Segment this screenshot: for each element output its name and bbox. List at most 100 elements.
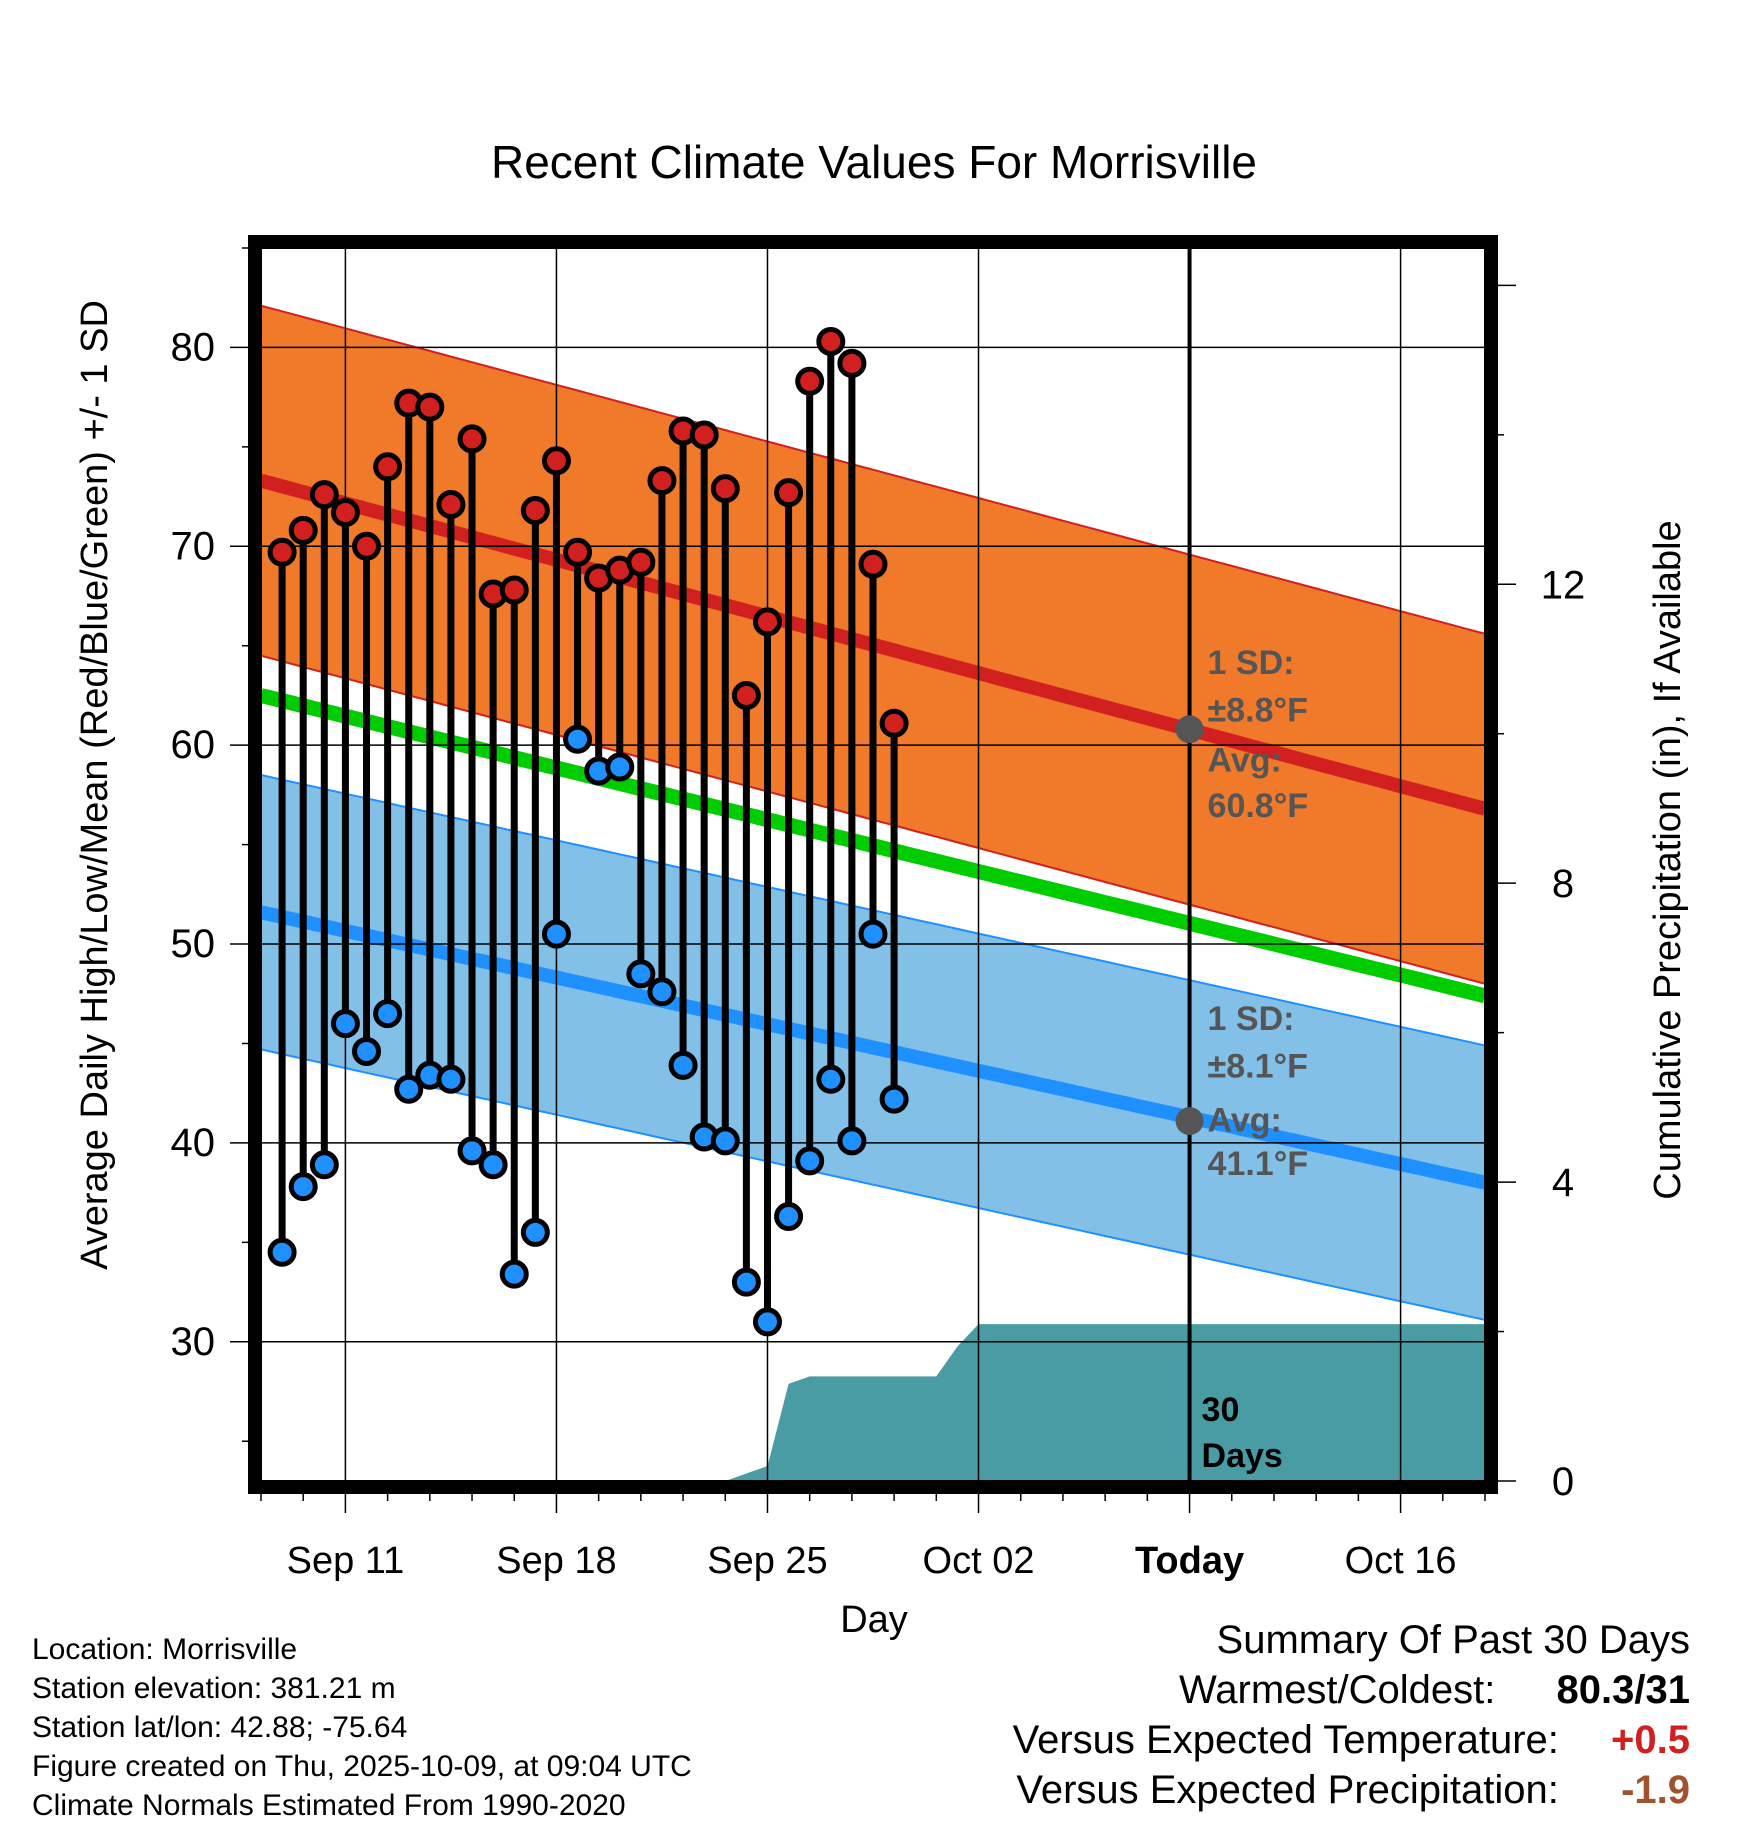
created-text: Figure created on Thu, 2025-10-09, at 09…: [32, 1750, 692, 1783]
low-sd-lower-edge: [261, 1048, 1485, 1321]
daily-low-marker: [457, 1136, 487, 1166]
high-avg-label: Avg:: [1208, 741, 1282, 779]
daily-high-marker: [689, 420, 719, 450]
daily-low-marker: [288, 1172, 318, 1202]
avg-low-line: [261, 905, 1485, 1190]
daily-high-marker: [879, 708, 909, 738]
daily-low-marker: [267, 1237, 297, 1267]
daily-high-marker: [352, 531, 382, 561]
daily-high-marker: [816, 326, 846, 356]
daily-low-marker: [731, 1267, 761, 1297]
y2-tick-label: 8: [1552, 862, 1574, 906]
period-label-unit: Days: [1202, 1437, 1283, 1475]
daily-high-marker: [415, 392, 445, 422]
daily-low-marker: [373, 999, 403, 1029]
warmest-label: Warmest/Coldest:: [1179, 1668, 1496, 1712]
y-tick-label: 50: [171, 922, 216, 966]
latlon-text: Station lat/lon: 42.88; -75.64: [32, 1711, 408, 1744]
x-tick-label: Oct 02: [923, 1540, 1035, 1582]
station-info: Location: Morrisville Station elevation:…: [32, 1630, 692, 1825]
location-text: Location: Morrisville: [32, 1633, 298, 1666]
daily-low-marker: [879, 1084, 909, 1114]
daily-high-marker: [795, 366, 825, 396]
high-sd-value: ±8.8°F: [1208, 692, 1308, 730]
y-tick-label: 60: [171, 723, 216, 767]
x-tick-label: Sep 18: [496, 1540, 616, 1582]
daily-low-marker: [816, 1064, 846, 1094]
daily-high-marker: [330, 497, 360, 527]
low-avg-value: 41.1°F: [1208, 1145, 1309, 1183]
daily-high-marker: [731, 680, 761, 710]
high-sd-upper-edge: [261, 304, 1485, 635]
elevation-text: Station elevation: 381.21 m: [32, 1672, 396, 1705]
summary-panel: Summary Of Past 30 Days Warmest/Coldest:…: [1013, 1615, 1690, 1815]
daily-low-marker: [858, 919, 888, 949]
low-avg-label: Avg:: [1208, 1101, 1282, 1139]
daily-high-marker: [626, 547, 656, 577]
y2-tick-label: 4: [1552, 1161, 1574, 1205]
period-label-number: 30: [1202, 1391, 1240, 1429]
daily-low-marker: [478, 1150, 508, 1180]
x-axis-label: Day: [840, 1599, 908, 1641]
daily-low-marker: [837, 1126, 867, 1156]
daily-low-marker: [352, 1036, 382, 1066]
daily-low-marker: [626, 959, 656, 989]
daily-high-marker: [858, 549, 888, 579]
daily-high-marker: [499, 575, 529, 605]
daily-low-marker: [752, 1307, 782, 1337]
y-tick-label: 40: [171, 1121, 216, 1165]
daily-low-marker: [710, 1126, 740, 1156]
today-low-avg-marker: [1175, 1107, 1204, 1136]
y2-axis-label: Cumulative Precipitation (in), If Availa…: [1647, 520, 1689, 1199]
daily-high-marker: [774, 478, 804, 508]
daily-high-marker: [309, 480, 339, 510]
plot-area: 1 SD: ±8.8°F Avg: 60.8°F 1 SD: ±8.1°F Avg: 41.1…: [171, 235, 1585, 1582]
y2-tick-label: 0: [1552, 1460, 1574, 1504]
today-high-avg-marker: [1175, 715, 1204, 744]
temp-anomaly-value: +0.5: [1611, 1718, 1690, 1762]
daily-low-marker: [394, 1074, 424, 1104]
plot-frame: [248, 235, 1498, 1494]
x-tick-label: Today: [1135, 1540, 1244, 1582]
summary-title: Summary Of Past 30 Days: [1216, 1618, 1690, 1662]
low-sd-label: 1 SD:: [1208, 1000, 1295, 1038]
daily-high-marker: [837, 348, 867, 378]
daily-high-marker: [563, 537, 593, 567]
daily-high-marker: [520, 496, 550, 526]
daily-low-marker: [541, 919, 571, 949]
daily-low-marker: [668, 1050, 698, 1080]
daily-high-marker: [647, 466, 677, 496]
normals-text: Climate Normals Estimated From 1990-2020: [32, 1789, 626, 1822]
daily-low-marker: [309, 1150, 339, 1180]
summary-precip-row: Versus Expected Precipitation: -1.9: [1013, 1765, 1690, 1815]
high-avg-value: 60.8°F: [1208, 787, 1309, 825]
chart-title: Recent Climate Values For Morrisville: [491, 136, 1257, 188]
high-sd-label: 1 SD:: [1208, 644, 1295, 682]
daily-low-marker: [605, 752, 635, 782]
x-tick-label: Sep 11: [287, 1540, 405, 1582]
precip-anomaly-label: Versus Expected Precipitation:: [1016, 1768, 1559, 1812]
x-tick-label: Sep 25: [707, 1540, 827, 1582]
y-axis-label: Average Daily High/Low/Mean (Red/Blue/Gr…: [74, 300, 116, 1270]
warmest-value: 80.3/31: [1556, 1668, 1690, 1712]
daily-high-marker: [457, 424, 487, 454]
y-tick-label: 30: [171, 1320, 216, 1364]
daily-high-marker: [288, 515, 318, 545]
daily-high-marker: [267, 537, 297, 567]
precip-area: [725, 1324, 1485, 1481]
daily-low-marker: [774, 1202, 804, 1232]
x-tick-label: Oct 16: [1345, 1540, 1457, 1582]
summary-temp-row: Versus Expected Temperature: +0.5: [1013, 1715, 1690, 1765]
daily-high-marker: [436, 490, 466, 520]
daily-high-marker: [541, 446, 571, 476]
daily-low-marker: [436, 1064, 466, 1094]
y-tick-label: 80: [171, 325, 216, 369]
y-tick-label: 70: [171, 524, 216, 568]
daily-low-marker: [499, 1259, 529, 1289]
daily-high-marker: [752, 607, 782, 637]
plot-clip-group: 1 SD: ±8.8°F Avg: 60.8°F 1 SD: ±8.1°F Avg: 41.1…: [261, 248, 1485, 1481]
daily-low-marker: [520, 1217, 550, 1247]
low-sd-value: ±8.1°F: [1208, 1048, 1308, 1086]
temp-anomaly-label: Versus Expected Temperature:: [1012, 1718, 1559, 1762]
